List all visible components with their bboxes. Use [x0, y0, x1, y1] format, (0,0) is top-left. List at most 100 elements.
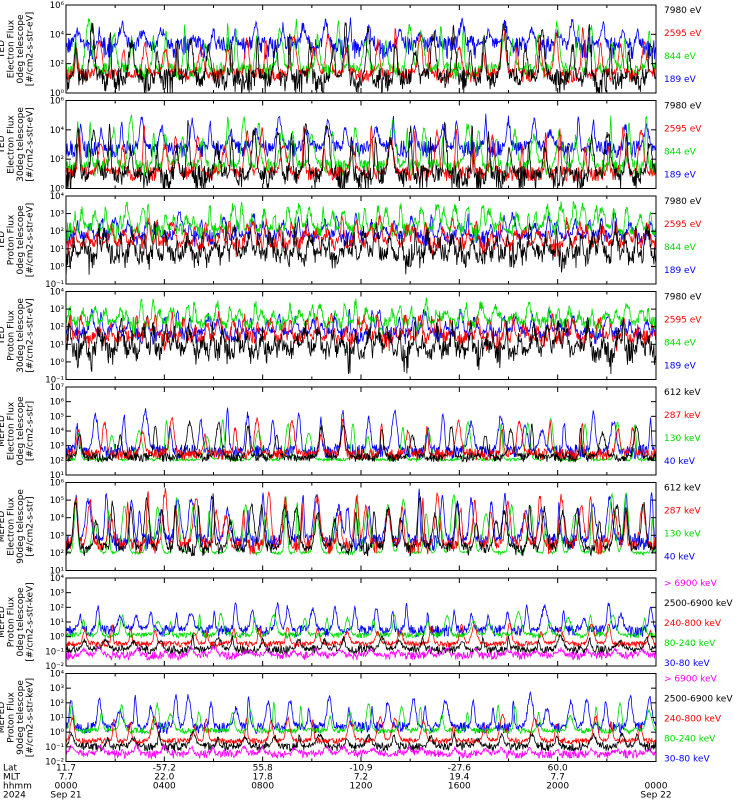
series-line-7980-ev — [66, 120, 656, 189]
series-line-2595-ev — [66, 215, 656, 258]
y-tick-label: 10² — [50, 456, 64, 466]
legend-entry: 612 keV — [664, 388, 701, 398]
legend-entry: 240-800 keV — [664, 715, 722, 725]
x-row-label-mlt: MLT — [3, 773, 21, 783]
x-tick-lat: 55.8 — [253, 764, 273, 774]
legend-entry: 844 eV — [664, 243, 697, 253]
x-tick-hhmm: 0800 — [251, 782, 274, 792]
series-line-2595-ev — [66, 27, 656, 84]
legend-entry: 80-240 keV — [664, 735, 716, 745]
y-tick-label: 10¹ — [50, 714, 64, 724]
legend-entry: 130 keV — [664, 530, 701, 540]
panel-2: 10⁰ 10² 10⁴ 10⁶ TEDElectron Flux30deg telesc… — [0, 97, 702, 195]
y-tick-label: 10⁶ — [50, 97, 65, 107]
y-tick-label: 10¹ — [50, 340, 64, 350]
y-tick-label: 10⁻² — [45, 758, 64, 768]
x-row-label-2024: 2024 — [3, 791, 26, 800]
y-tick-label: 10¹ — [50, 567, 64, 577]
panel-1-traces — [66, 17, 656, 93]
y-tick-label: 10³ — [50, 210, 64, 220]
series-line--6900-kev — [66, 644, 656, 662]
x-tick-hhmm: 0400 — [153, 782, 176, 792]
x-tick-lat: -57.2 — [153, 764, 176, 774]
y-tick-label: 10⁶ — [50, 398, 65, 408]
panel-3: 10⁻¹ 10⁰ 10¹ 10² 10³ 10⁴ TEDProton Flux0deg te… — [0, 192, 702, 290]
x-tick-hhmm: 0000 — [55, 782, 78, 792]
panel-3-traces — [66, 201, 656, 278]
series-line-40-kev — [66, 488, 656, 552]
legend-entry: 7980 eV — [664, 293, 702, 303]
y-tick-label: 10⁷ — [50, 383, 65, 393]
x-tick-mlt: 7.7 — [551, 773, 565, 783]
series-line-130-kev — [66, 492, 656, 557]
y-tick-label: 10⁰ — [50, 262, 65, 272]
x-tick-mlt: 19.4 — [449, 773, 469, 783]
legend-entry: > 6900 keV — [664, 579, 718, 589]
y-tick-label: 10⁴ — [50, 427, 65, 437]
legend-entry: 7980 eV — [664, 6, 702, 16]
y-tick-label: 10³ — [50, 531, 64, 541]
x-tick-hhmm: 1200 — [350, 782, 373, 792]
y-tick-label: 10⁰ — [50, 633, 65, 643]
series-line-844-ev — [66, 113, 656, 177]
y-tick-label: 10⁻¹ — [45, 376, 64, 386]
x-tick-hhmm: 0000 — [645, 782, 668, 792]
y-tick-label: 10⁴ — [50, 30, 65, 40]
y-tick-label: 10⁴ — [50, 192, 65, 202]
y-tick-label: 10⁶ — [50, 479, 65, 489]
y-tick-label: 10⁻¹ — [45, 743, 64, 753]
panel-2-traces — [66, 113, 656, 189]
series-line-844-ev — [66, 201, 656, 243]
series-line-240-800-kev — [66, 713, 656, 746]
legend-entry: 844 eV — [664, 148, 697, 158]
legend-entry: > 6900 keV — [664, 675, 718, 685]
series-line-7980-ev — [66, 221, 656, 278]
y-tick-label: 10¹ — [50, 245, 64, 255]
legend-entry: 189 eV — [664, 171, 697, 181]
y-tick-label: 10² — [50, 699, 64, 709]
x-tick-mlt: 22.0 — [154, 773, 174, 783]
y-tick-label: 10³ — [50, 589, 64, 599]
y-tick-label: 10² — [50, 603, 64, 613]
y-axis-label: MEPEDProton Flux0deg telescope[#/cm2-s-s… — [0, 582, 35, 661]
y-axis-label: TEDProton Flux0deg telescope[#/cm2-s-str… — [0, 203, 35, 278]
series-line-130-kev — [66, 417, 656, 463]
y-tick-label: 10⁻¹ — [45, 647, 64, 657]
series-line-189-ev — [66, 308, 656, 346]
x-tick-hhmm: 1600 — [448, 782, 471, 792]
legend-entry: 189 eV — [664, 75, 697, 85]
series-line-2500-6900-kev — [66, 634, 656, 656]
legend-entry: 612 keV — [664, 484, 701, 494]
panel-5-traces — [66, 407, 656, 463]
panel-7-traces — [66, 602, 656, 662]
y-tick-label: 10⁰ — [50, 358, 65, 368]
y-tick-label: 10⁴ — [50, 574, 65, 584]
series-line-2500-6900-kev — [66, 729, 656, 753]
series-line-2595-ev — [66, 311, 656, 352]
series-line-189-ev — [66, 17, 656, 60]
y-axis-label: TEDElectron Flux0deg telescope[#/cm2-s-s… — [0, 12, 35, 87]
x-tick-mlt: 7.2 — [354, 773, 368, 783]
panel-frame — [65, 482, 657, 571]
legend-entry: 2595 eV — [664, 29, 702, 39]
legend-entry: 2595 eV — [664, 220, 702, 230]
legend-entry: 2500-6900 keV — [664, 695, 733, 705]
panel-7: 10⁻² 10⁻¹ 10⁰ 10¹ 10² 10³ 10⁴ MEPEDProton Flux0… — [0, 574, 733, 672]
series-line-240-800-kev — [66, 621, 656, 649]
legend-entry: 189 eV — [664, 266, 697, 276]
y-tick-label: 10³ — [50, 442, 64, 452]
legend-entry: 2500-6900 keV — [664, 599, 733, 609]
legend-entry: 2595 eV — [664, 125, 702, 135]
legend-entry: 40 keV — [664, 457, 696, 467]
legend-entry: 287 keV — [664, 411, 701, 421]
y-tick-label: 10⁵ — [50, 496, 64, 506]
legend-entry: 30-80 keV — [664, 755, 710, 765]
y-tick-label: 10⁴ — [50, 288, 65, 298]
y-tick-label: 10² — [50, 549, 64, 559]
panels-group: 10⁰ 10² 10⁴ 10⁶ TEDElectron Flux0deg telesco… — [0, 1, 733, 768]
series-line-80-240-kev — [66, 610, 656, 640]
panel-8-traces — [66, 690, 656, 760]
x-tick-date: Sep 21 — [50, 791, 81, 800]
